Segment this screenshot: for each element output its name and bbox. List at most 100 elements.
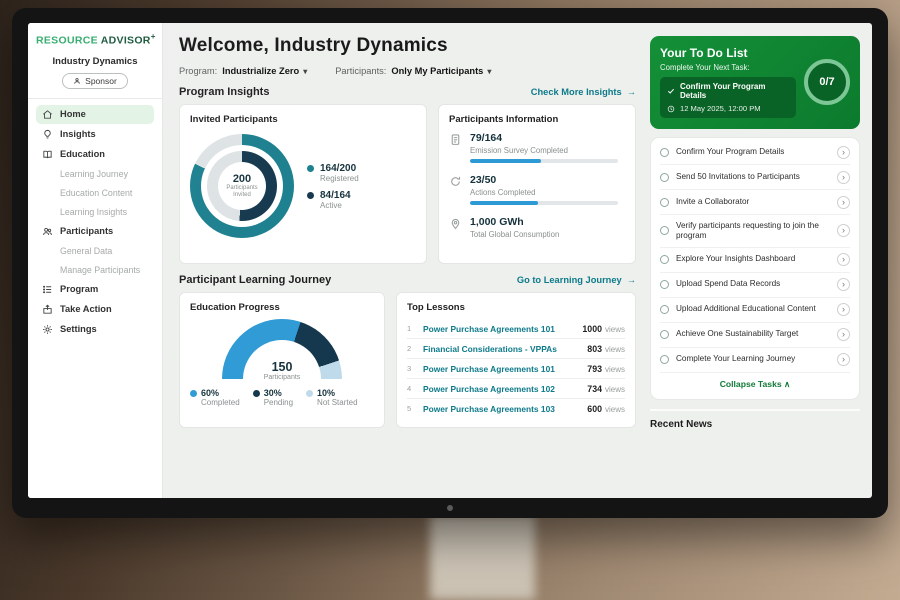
task-checkbox[interactable] bbox=[660, 147, 669, 157]
emission-progress-fill bbox=[470, 159, 542, 163]
lesson-rank: 4 bbox=[407, 384, 412, 393]
legend-label: Active bbox=[320, 200, 342, 210]
sidebar-item-learning-journey[interactable]: Learning Journey bbox=[36, 165, 154, 183]
task-checkbox[interactable] bbox=[660, 305, 669, 314]
sidebar-item-insights[interactable]: Insights bbox=[36, 125, 154, 144]
sponsor-badge[interactable]: Sponsor bbox=[62, 72, 128, 89]
legend-value: 10% bbox=[317, 388, 336, 398]
task-checkbox[interactable] bbox=[660, 172, 669, 182]
task-checkbox[interactable] bbox=[660, 197, 669, 207]
lesson-rank: 5 bbox=[407, 404, 412, 413]
legend-value: 60% bbox=[201, 388, 220, 398]
chevron-right-icon[interactable]: › bbox=[837, 224, 850, 238]
lesson-link[interactable]: Power Purchase Agreements 103 bbox=[423, 403, 555, 414]
program-dropdown[interactable]: Industrialize Zero ▾ bbox=[222, 66, 307, 76]
task-checkbox[interactable] bbox=[660, 280, 669, 289]
donut-center-label: Participants Invited bbox=[226, 185, 258, 199]
insights-cards-row: Invited Participants 200 bbox=[179, 104, 636, 264]
education-legend: 60% Completed 30% Pending 10% Not Starte… bbox=[190, 388, 374, 407]
legend-pending: 30% Pending bbox=[252, 388, 293, 407]
legend-value: 84/164 bbox=[320, 189, 351, 201]
lesson-row: 3 Power Purchase Agreements 101 793 views bbox=[407, 359, 625, 379]
legend-dot-not-started bbox=[306, 389, 314, 397]
chevron-right-icon[interactable]: › bbox=[837, 353, 850, 366]
task-checkbox[interactable] bbox=[660, 255, 669, 264]
sidebar-item-education[interactable]: Education bbox=[36, 145, 154, 164]
sidebar-item-general-data[interactable]: General Data bbox=[36, 242, 154, 260]
emission-survey-label: Emission Survey Completed bbox=[470, 146, 568, 155]
collapse-tasks-label: Collapse Tasks bbox=[719, 378, 782, 389]
lesson-link[interactable]: Power Purchase Agreements 101 bbox=[423, 363, 555, 374]
chevron-right-icon[interactable]: › bbox=[837, 170, 850, 184]
todo-title: Your To Do List bbox=[660, 46, 748, 60]
task-checkbox[interactable] bbox=[660, 355, 669, 364]
action-box-icon bbox=[42, 304, 53, 315]
check-more-insights-link[interactable]: Check More Insights → bbox=[531, 87, 636, 97]
list-icon bbox=[42, 284, 53, 295]
chevron-right-icon[interactable]: › bbox=[837, 145, 850, 159]
actions-completed-label: Actions Completed bbox=[470, 188, 536, 197]
chevron-down-icon: ▾ bbox=[303, 66, 308, 76]
lesson-link[interactable]: Financial Considerations - VPPAs bbox=[423, 343, 557, 354]
todo-subtitle: Complete Your Next Task: bbox=[660, 63, 750, 72]
task-row[interactable]: Complete Your Learning Journey › bbox=[660, 348, 850, 373]
sidebar-item-education-content[interactable]: Education Content bbox=[36, 184, 154, 202]
top-lessons-card: Top Lessons 1 Power Purchase Agreements … bbox=[396, 292, 636, 428]
sidebar-item-program[interactable]: Program bbox=[36, 280, 154, 299]
task-row[interactable]: Explore Your Insights Dashboard › bbox=[660, 248, 850, 273]
sidebar-item-take-action[interactable]: Take Action bbox=[36, 300, 154, 319]
learning-cards-row: Education Progress 150 Participants 60 bbox=[179, 292, 636, 428]
program-dropdown-value: Industrialize Zero bbox=[222, 66, 300, 76]
sidebar-item-label: General Data bbox=[60, 245, 113, 256]
task-row[interactable]: Verify participants requesting to join t… bbox=[660, 215, 850, 248]
sidebar-item-participants[interactable]: Participants bbox=[36, 222, 154, 241]
chevron-right-icon[interactable]: › bbox=[837, 328, 850, 341]
sidebar-item-label: Learning Insights bbox=[60, 206, 127, 217]
task-row[interactable]: Upload Additional Educational Content › bbox=[660, 298, 850, 323]
sidebar-divider bbox=[28, 97, 162, 99]
legend-not-started: 10% Not Started bbox=[306, 388, 358, 407]
chevron-right-icon[interactable]: › bbox=[837, 195, 850, 209]
todo-panel: Your To Do List Complete Your Next Task:… bbox=[648, 23, 872, 498]
next-task-box[interactable]: Confirm Your Program Details 12 May 2025… bbox=[660, 77, 796, 118]
participants-filter-label: Participants: bbox=[335, 66, 387, 76]
sidebar-item-label: Take Action bbox=[60, 304, 112, 314]
sidebar-item-learning-insights[interactable]: Learning Insights bbox=[36, 203, 154, 221]
task-row[interactable]: Confirm Your Program Details › bbox=[660, 140, 850, 165]
collapse-tasks-link[interactable]: Collapse Tasks ∧ bbox=[660, 373, 850, 397]
chevron-right-icon[interactable]: › bbox=[837, 303, 850, 316]
task-checkbox[interactable] bbox=[660, 226, 669, 236]
actions-progressbar bbox=[470, 201, 618, 205]
sidebar-item-settings[interactable]: Settings bbox=[36, 320, 154, 339]
participants-dropdown[interactable]: Only My Participants ▾ bbox=[391, 66, 491, 76]
sidebar: RESOURCE ADVISOR+ Industry Dynamics Spon… bbox=[28, 23, 163, 498]
go-to-learning-journey-link[interactable]: Go to Learning Journey → bbox=[517, 275, 636, 285]
lesson-link[interactable]: Power Purchase Agreements 101 bbox=[423, 323, 555, 334]
check-more-insights-label: Check More Insights bbox=[530, 87, 622, 97]
legend-registered: 164/200 Registered bbox=[307, 163, 359, 183]
arrow-right-icon: → bbox=[626, 87, 636, 97]
people-icon bbox=[42, 226, 53, 237]
lesson-views: 1000 views bbox=[582, 323, 625, 334]
todo-summary-left: Your To Do List Complete Your Next Task:… bbox=[660, 46, 796, 118]
sidebar-item-home[interactable]: Home bbox=[36, 104, 154, 124]
chevron-right-icon[interactable]: › bbox=[837, 253, 850, 266]
chevron-right-icon[interactable]: › bbox=[837, 278, 850, 291]
task-checkbox[interactable] bbox=[660, 330, 669, 339]
task-row[interactable]: Send 50 Invitations to Participants › bbox=[660, 165, 850, 190]
monitor: RESOURCE ADVISOR+ Industry Dynamics Spon… bbox=[12, 8, 888, 518]
lesson-rank: 1 bbox=[407, 324, 412, 333]
participants-dropdown-value: Only My Participants bbox=[391, 66, 484, 76]
task-row[interactable]: Achieve One Sustainability Target › bbox=[660, 323, 850, 348]
sidebar-item-label: Education Content bbox=[60, 187, 133, 198]
task-label: Complete Your Learning Journey bbox=[676, 354, 796, 364]
sidebar-item-manage-participants[interactable]: Manage Participants bbox=[36, 261, 154, 279]
actions-completed-value: 23/50 bbox=[470, 174, 497, 186]
check-icon bbox=[667, 88, 675, 94]
task-row[interactable]: Upload Spend Data Records › bbox=[660, 273, 850, 298]
gauge-center: 150 Participants bbox=[222, 360, 342, 381]
task-row[interactable]: Invite a Collaborator › bbox=[660, 190, 850, 215]
brand-part1: RESOURCE bbox=[36, 34, 98, 47]
task-label: Confirm Your Program Details bbox=[676, 146, 785, 156]
lesson-link[interactable]: Power Purchase Agreements 102 bbox=[423, 383, 555, 394]
